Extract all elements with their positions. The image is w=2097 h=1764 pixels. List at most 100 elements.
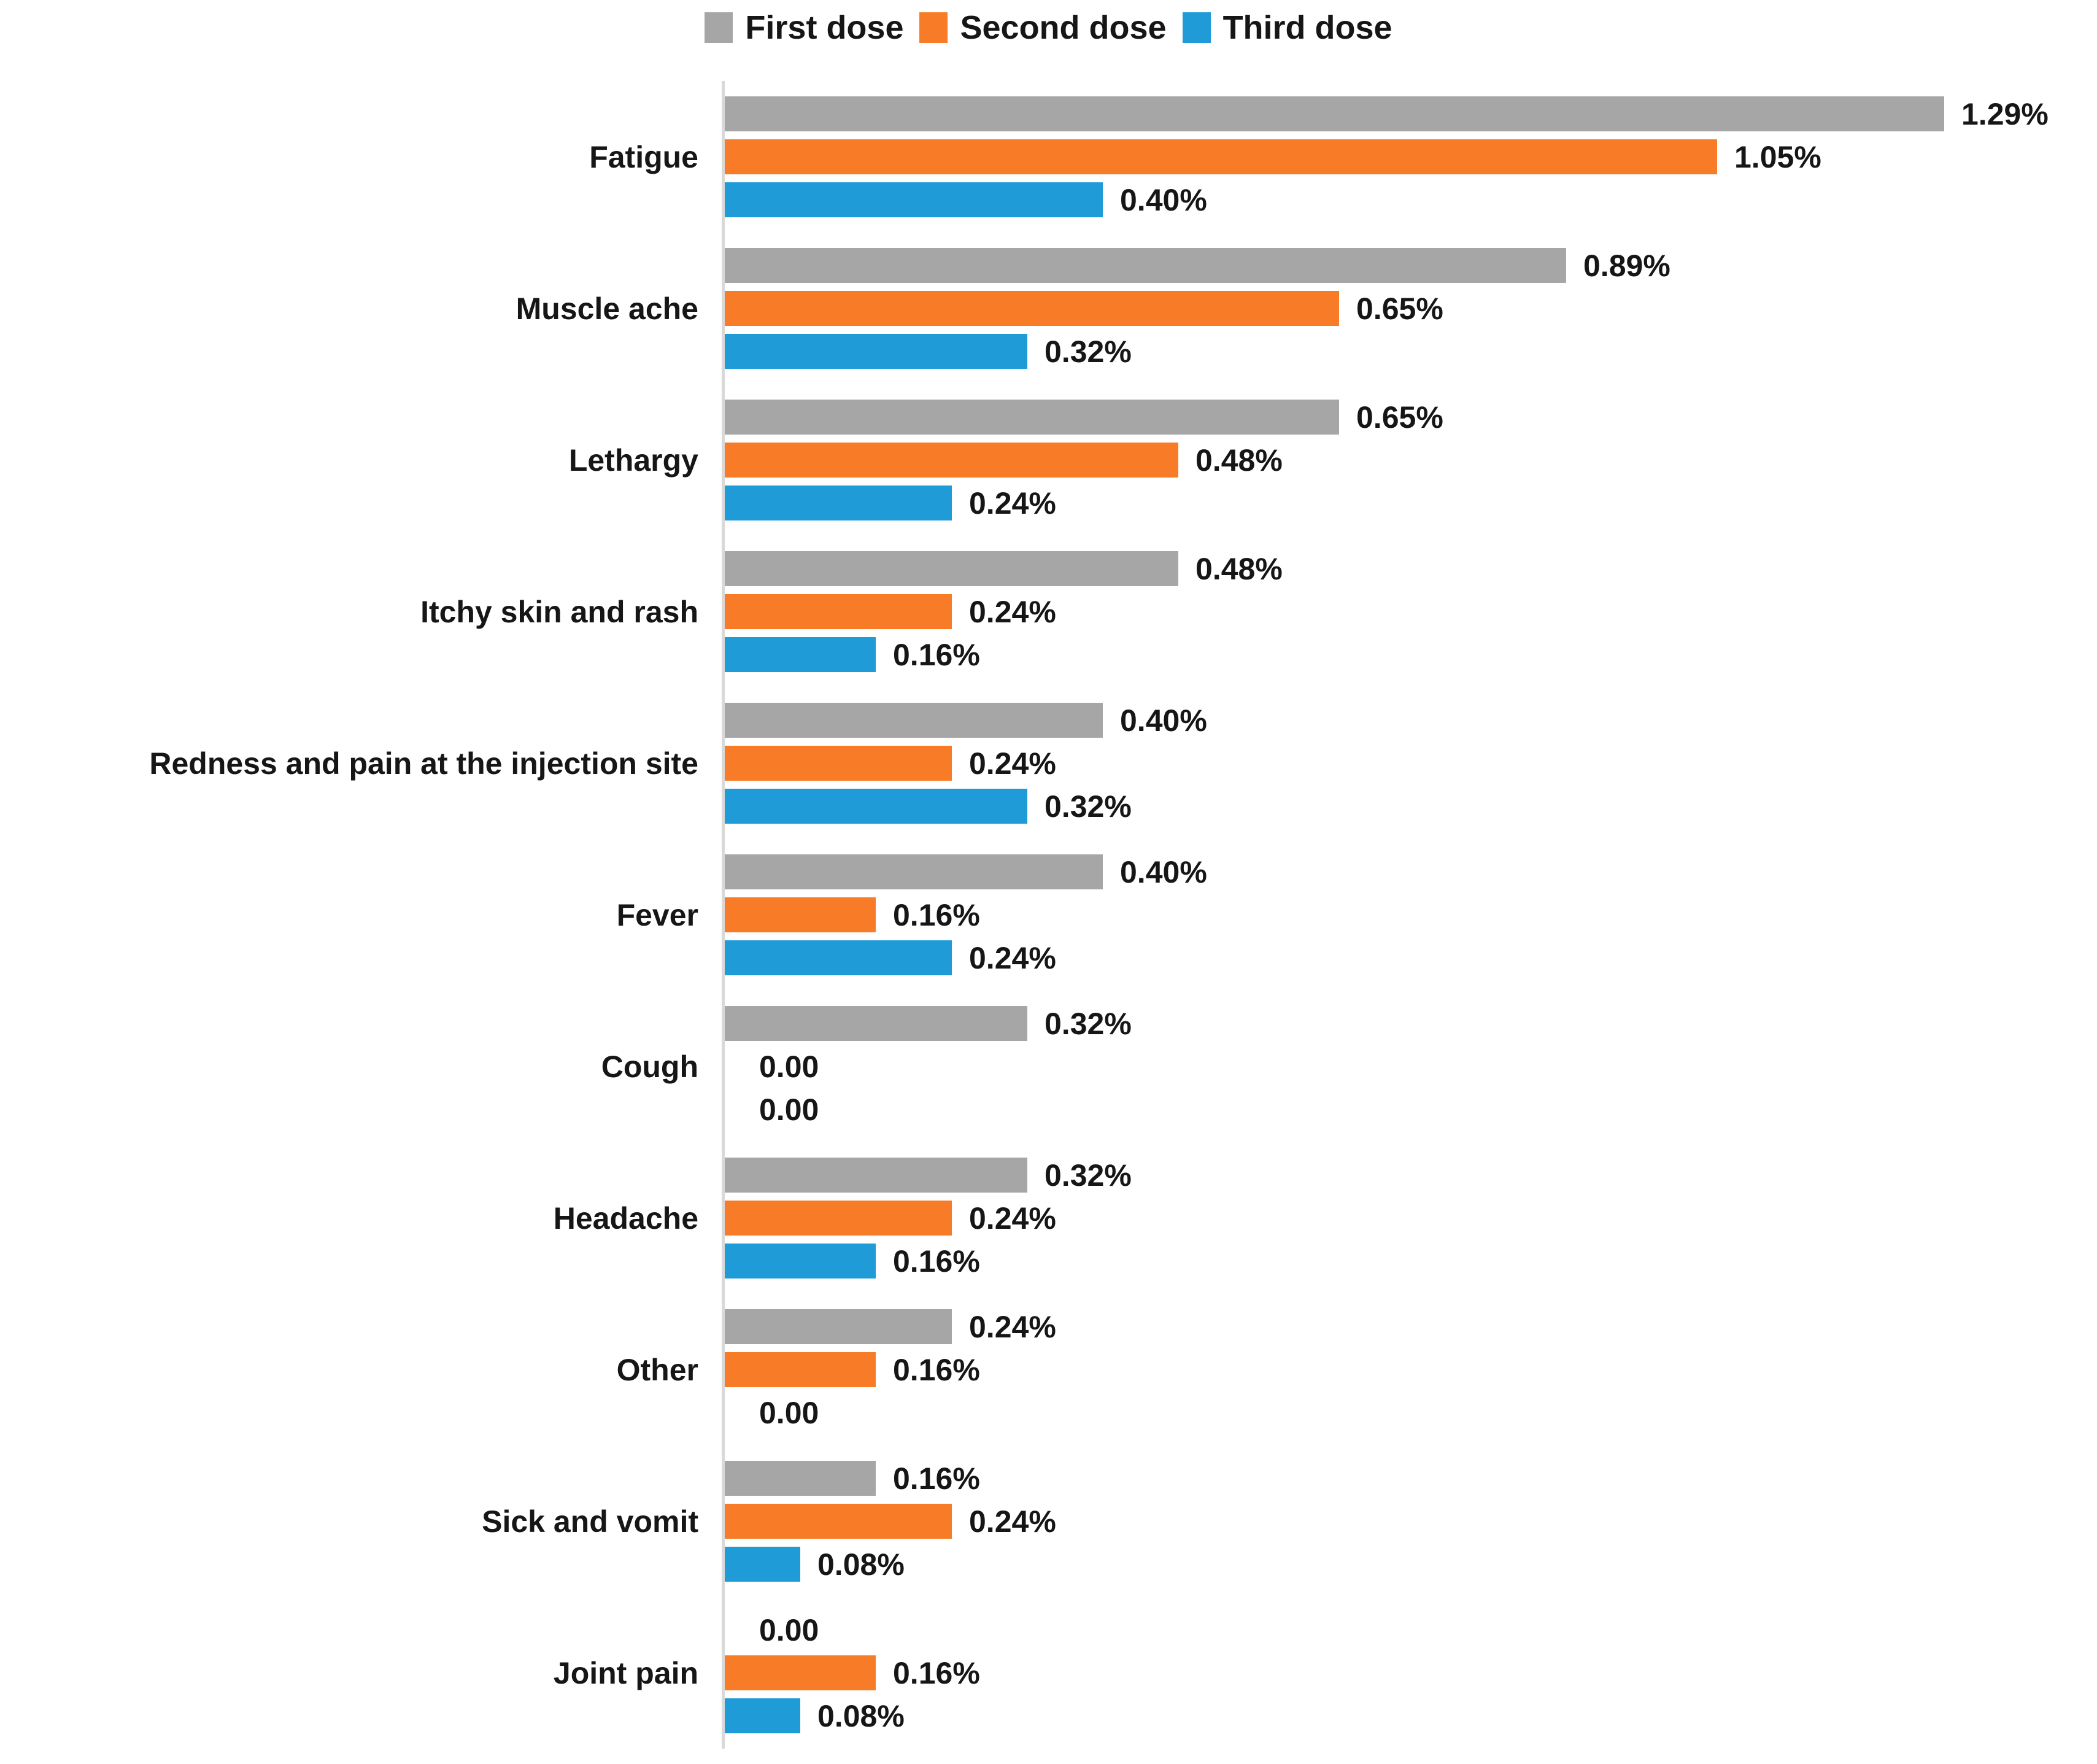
bar-first-dose xyxy=(725,854,1103,889)
bar-value-label-third-dose: 0.08% xyxy=(817,1547,905,1582)
legend-item-first-dose: First dose xyxy=(705,9,903,47)
category-bars-group: 0.89% 0.65% 0.32% xyxy=(722,233,2097,384)
category-label: Redness and pain at the injection site xyxy=(149,746,698,781)
bar-line-first-dose: 0.48% xyxy=(725,551,2097,586)
bar-value-label-third-dose: 0.16% xyxy=(893,637,980,672)
bar-second-dose xyxy=(725,746,952,781)
bar-third-dose xyxy=(725,789,1027,824)
bar-first-dose xyxy=(725,96,1944,131)
bar-second-dose xyxy=(725,443,1178,478)
bar-line-first-dose: 0.40% xyxy=(725,703,2097,738)
bar-line-second-dose: 0.24% xyxy=(725,1504,2097,1539)
bar-third-dose xyxy=(725,334,1027,369)
bar-line-third-dose: 0.08% xyxy=(725,1547,2097,1582)
bar-line-first-dose: 0.89% xyxy=(725,248,2097,283)
bar-first-dose xyxy=(725,1309,952,1344)
legend-swatch-third-dose-icon xyxy=(1182,12,1211,43)
category-row: Redness and pain at the injection site 0.… xyxy=(0,687,2097,839)
bar-line-third-dose: 0.00 xyxy=(725,1395,2097,1430)
bar-value-label-third-dose: 0.16% xyxy=(893,1244,980,1279)
category-bars-group: 0.24% 0.16% 0.00 xyxy=(722,1294,2097,1445)
bar-line-third-dose: 0.32% xyxy=(725,334,2097,369)
bar-second-dose xyxy=(725,1655,876,1690)
bar-value-label-third-dose: 0.32% xyxy=(1045,334,1132,369)
category-label: Fever xyxy=(616,897,698,932)
legend-item-third-dose: Third dose xyxy=(1182,9,1392,47)
bar-value-label-second-dose: 0.65% xyxy=(1356,291,1443,326)
category-label: Cough xyxy=(601,1049,698,1084)
legend-swatch-first-dose-icon xyxy=(705,12,733,43)
bar-line-second-dose: 0.16% xyxy=(725,897,2097,932)
bar-line-third-dose: 0.32% xyxy=(725,789,2097,824)
bar-value-label-third-dose: 0.00 xyxy=(759,1395,819,1430)
bar-line-third-dose: 0.40% xyxy=(725,182,2097,217)
category-row: Other 0.24% 0.16% 0.00 xyxy=(0,1294,2097,1445)
legend-swatch-second-dose-icon xyxy=(919,12,948,43)
bar-value-label-first-dose: 0.24% xyxy=(969,1309,1056,1344)
bar-value-label-first-dose: 0.89% xyxy=(1583,248,1670,283)
bar-value-label-first-dose: 0.32% xyxy=(1045,1158,1132,1193)
category-row: Lethargy 0.65% 0.48% 0.24% xyxy=(0,384,2097,536)
bar-line-second-dose: 1.05% xyxy=(725,139,2097,174)
bar-line-second-dose: 0.16% xyxy=(725,1352,2097,1387)
bar-line-third-dose: 0.00 xyxy=(725,1092,2097,1127)
bar-line-second-dose: 0.16% xyxy=(725,1655,2097,1690)
bar-line-third-dose: 0.16% xyxy=(725,1244,2097,1279)
legend-label-second-dose: Second dose xyxy=(960,9,1167,46)
bar-line-first-dose: 0.32% xyxy=(725,1158,2097,1193)
chart-legend: First dose Second dose Third dose xyxy=(0,0,2097,47)
category-label: Joint pain xyxy=(553,1655,698,1690)
bar-third-dose xyxy=(725,1547,800,1582)
bar-value-label-first-dose: 1.29% xyxy=(1961,96,2049,131)
bar-line-third-dose: 0.08% xyxy=(725,1698,2097,1733)
bar-first-dose xyxy=(725,1006,1027,1041)
bar-first-dose xyxy=(725,248,1566,283)
bar-value-label-second-dose: 0.24% xyxy=(969,594,1056,629)
bar-third-dose xyxy=(725,637,876,672)
bar-second-dose xyxy=(725,594,952,629)
bar-first-dose xyxy=(725,1461,876,1496)
category-bars-group: 0.40% 0.24% 0.32% xyxy=(722,687,2097,839)
bar-line-first-dose: 0.65% xyxy=(725,400,2097,435)
bar-line-first-dose: 0.16% xyxy=(725,1461,2097,1496)
category-row: Sick and vomit 0.16% 0.24% 0.08% xyxy=(0,1445,2097,1597)
bar-second-dose xyxy=(725,139,1717,174)
bar-line-third-dose: 0.24% xyxy=(725,940,2097,975)
bar-second-dose xyxy=(725,291,1339,326)
bar-line-second-dose: 0.24% xyxy=(725,594,2097,629)
bar-line-second-dose: 0.24% xyxy=(725,746,2097,781)
bar-value-label-second-dose: 0.24% xyxy=(969,746,1056,781)
bar-second-dose xyxy=(725,897,876,932)
bar-first-dose xyxy=(725,1158,1027,1193)
bar-second-dose xyxy=(725,1201,952,1236)
category-bars-group: 0.32% 0.00 0.00 xyxy=(722,991,2097,1142)
bar-value-label-first-dose: 0.40% xyxy=(1120,854,1207,889)
category-row: Joint pain 0.00 0.16% 0.08% xyxy=(0,1597,2097,1749)
bar-third-dose xyxy=(725,1244,876,1279)
bar-line-second-dose: 0.48% xyxy=(725,443,2097,478)
bar-first-dose xyxy=(725,551,1178,586)
bar-value-label-second-dose: 0.16% xyxy=(893,1352,980,1387)
bar-value-label-third-dose: 0.24% xyxy=(969,940,1056,975)
legend-label-third-dose: Third dose xyxy=(1222,9,1392,46)
category-row: Cough 0.32% 0.00 0.00 xyxy=(0,991,2097,1142)
bar-line-second-dose: 0.00 xyxy=(725,1049,2097,1084)
bar-third-dose xyxy=(725,485,952,520)
bar-third-dose xyxy=(725,182,1103,217)
legend-item-second-dose: Second dose xyxy=(919,9,1167,47)
bar-value-label-second-dose: 0.48% xyxy=(1195,443,1283,478)
category-label: Muscle ache xyxy=(516,291,698,326)
legend-label-first-dose: First dose xyxy=(745,9,904,46)
bar-value-label-first-dose: 0.40% xyxy=(1120,703,1207,738)
bar-line-third-dose: 0.24% xyxy=(725,485,2097,520)
bar-line-first-dose: 0.40% xyxy=(725,854,2097,889)
category-row: Fatigue 1.29% 1.05% 0.40% xyxy=(0,81,2097,233)
category-row: Muscle ache 0.89% 0.65% 0.32% xyxy=(0,233,2097,384)
bar-value-label-third-dose: 0.40% xyxy=(1120,182,1207,217)
bar-third-dose xyxy=(725,1698,800,1733)
bar-second-dose xyxy=(725,1352,876,1387)
category-bars-group: 0.00 0.16% 0.08% xyxy=(722,1597,2097,1749)
category-label: Itchy skin and rash xyxy=(420,594,698,629)
category-bars-group: 0.48% 0.24% 0.16% xyxy=(722,536,2097,687)
